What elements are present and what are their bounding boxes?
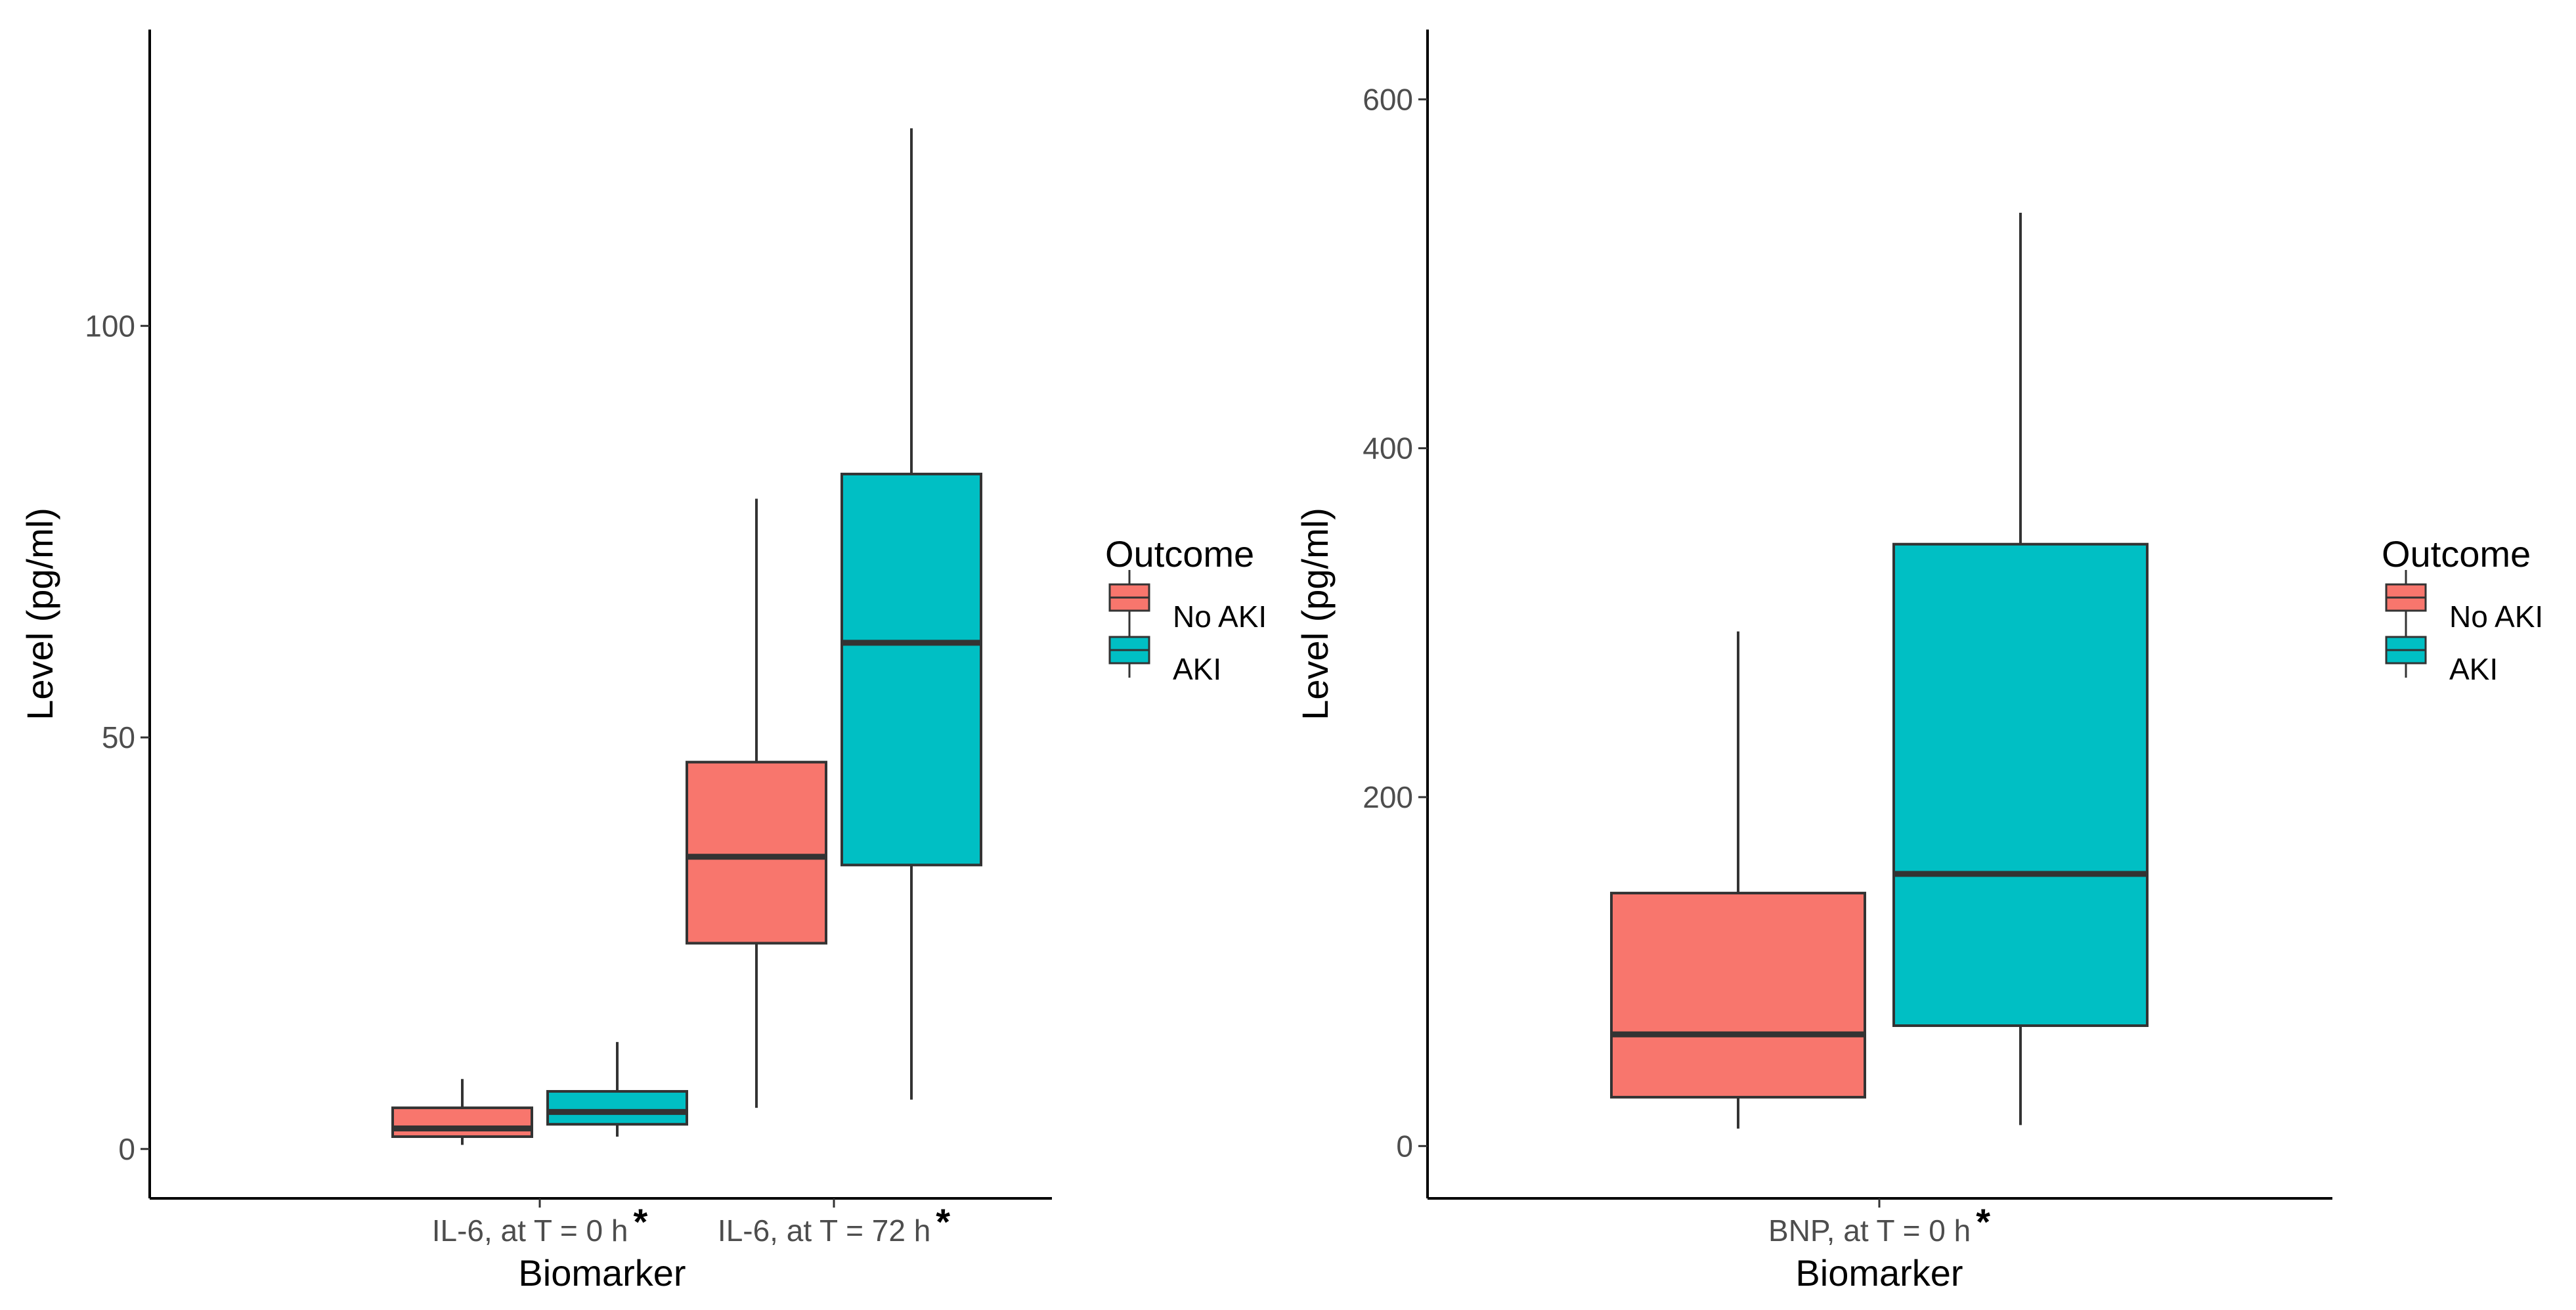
panel-right: Level (pg/ml) Biomarker Outcome No AKI A…	[1294, 508, 2543, 1294]
left-legend-key-no-aki	[1108, 570, 1150, 625]
left-x-tick-label-marker: *	[936, 1201, 950, 1242]
left-legend-key-aki	[1108, 622, 1150, 678]
right-x-tick-label: BNP, at T = 0 h *	[1768, 1201, 1990, 1248]
right-x-axis-title: Biomarker	[1795, 1252, 1963, 1294]
left-box-no-aki	[391, 1079, 533, 1145]
left-x-tick-label-text: IL-6, at T = 72 h	[718, 1213, 930, 1248]
right-y-tick-label: 0	[1396, 1129, 1413, 1163]
left-legend-label-aki: AKI	[1173, 652, 1221, 686]
left-iqr-box-no-aki	[686, 760, 827, 945]
right-y-tick-label: 600	[1363, 82, 1413, 116]
right-legend-key-aki	[2385, 622, 2427, 678]
left-iqr-box-aki	[546, 1090, 688, 1126]
right-box-no-aki	[1610, 631, 1866, 1129]
left-x-tick-label-text: IL-6, at T = 0 h	[432, 1213, 628, 1248]
right-legend-title: Outcome	[2382, 533, 2531, 575]
right-legend: Outcome No AKI AKI	[2382, 533, 2543, 686]
right-iqr-box-no-aki	[1610, 892, 1866, 1099]
left-x-tick-label: IL-6, at T = 72 h *	[718, 1201, 950, 1248]
left-x-tick-label: IL-6, at T = 0 h *	[432, 1201, 648, 1248]
left-box-no-aki	[686, 498, 827, 1108]
left-box-aki	[546, 1041, 688, 1137]
left-x-axis-title: Biomarker	[518, 1252, 686, 1294]
right-x-tick-label-marker: *	[1976, 1201, 1990, 1242]
left-y-tick-label: 50	[102, 720, 135, 754]
panel-left: Level (pg/ml) Biomarker Outcome No AKI A…	[19, 508, 1267, 1294]
left-legend-label-no-aki: No AKI	[1173, 600, 1267, 634]
left-y-tick-label: 0	[118, 1132, 135, 1166]
left-legend: Outcome No AKI AKI	[1105, 533, 1267, 686]
left-iqr-box-no-aki	[391, 1106, 533, 1138]
right-iqr-box-aki	[1892, 542, 2149, 1027]
left-x-tick-label-marker: *	[633, 1201, 647, 1242]
panel-right-plot: 0 200 400 600 BNP, at T = 0 h *	[1363, 30, 2427, 1248]
left-box-aki	[840, 128, 982, 1100]
right-legend-label-aki: AKI	[2449, 652, 2498, 686]
right-legend-label-no-aki: No AKI	[2449, 600, 2543, 634]
right-y-axis-title: Level (pg/ml)	[1294, 508, 1336, 720]
left-iqr-box-aki	[840, 472, 982, 867]
right-box-aki	[1892, 212, 2149, 1125]
left-y-tick-label: 100	[85, 309, 135, 343]
right-y-tick-label: 400	[1363, 431, 1413, 466]
left-y-axis-title: Level (pg/ml)	[19, 508, 60, 720]
right-legend-key-no-aki	[2385, 570, 2427, 625]
left-legend-title: Outcome	[1105, 533, 1254, 575]
right-x-tick-label-text: BNP, at T = 0 h	[1768, 1213, 1971, 1248]
right-y-tick-label: 200	[1363, 780, 1413, 814]
